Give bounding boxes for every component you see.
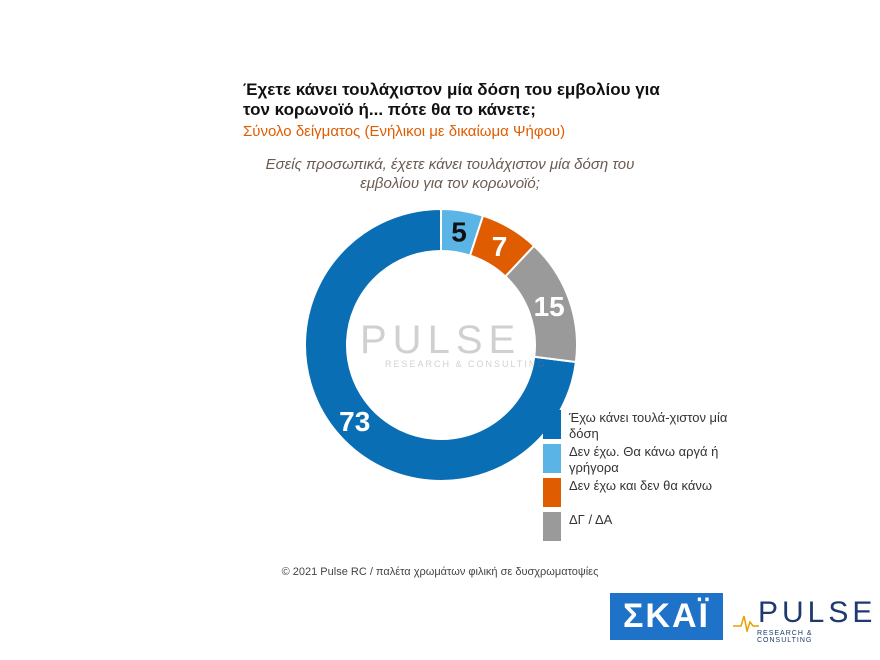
chart-subtitle: Σύνολο δείγματος (Ενήλικοι με δικαίωμα Ψ…: [243, 123, 566, 140]
chart-title: Έχετε κάνει τουλάχιστον μία δόση του εμβ…: [243, 80, 660, 119]
pulse-wave-icon: [733, 615, 759, 632]
slice-value-label: 73: [339, 406, 370, 437]
watermark-word: PULSE: [360, 318, 522, 362]
slice-value-label: 7: [492, 231, 508, 262]
watermark-sub: RESEARCH & CONSULTING: [385, 359, 547, 369]
pulse-watermark: PULSE RESEARCH & CONSULTING: [360, 318, 546, 369]
legend-label: Δεν έχω και δεν θα κάνω: [569, 478, 712, 493]
skai-logo: ΣΚΑΪ: [610, 593, 723, 640]
legend-swatch: [543, 410, 561, 439]
legend-swatch: [543, 512, 561, 541]
slice-value-label: 15: [534, 291, 565, 322]
pulse-logo: PULSE RESEARCH & CONSULTING: [733, 596, 872, 644]
legend-swatch: [543, 478, 561, 507]
legend-label: Έχω κάνει τουλά-χιστον μία δόση: [569, 410, 728, 441]
chart-legend: Έχω κάνει τουλά-χιστον μία δόση Δεν έχω.…: [543, 410, 733, 546]
legend-item: Δεν έχω και δεν θα κάνω: [543, 478, 733, 512]
legend-item: Έχω κάνει τουλά-χιστον μία δόση: [543, 410, 733, 444]
pulse-logo-sub: RESEARCH & CONSULTING: [757, 630, 813, 644]
footer-credit: © 2021 Pulse RC / παλέτα χρωμάτων φιλική…: [281, 566, 599, 578]
legend-label: Δεν έχω. Θα κάνω αργά ή γρήγορα: [569, 444, 719, 475]
donut-slice: [503, 244, 578, 364]
slice-value-label: 5: [451, 216, 467, 247]
legend-item: Δεν έχω. Θα κάνω αργά ή γρήγορα: [543, 444, 733, 478]
legend-label: ΔΓ / ΔΑ: [569, 512, 613, 527]
donut-slice: [304, 207, 578, 482]
pulse-logo-word: PULSE: [758, 596, 877, 629]
legend-item: ΔΓ / ΔΑ: [543, 512, 733, 546]
legend-swatch: [543, 444, 561, 473]
survey-question: Εσείς προσωπικά, έχετε κάνει τουλάχιστον…: [265, 156, 635, 192]
